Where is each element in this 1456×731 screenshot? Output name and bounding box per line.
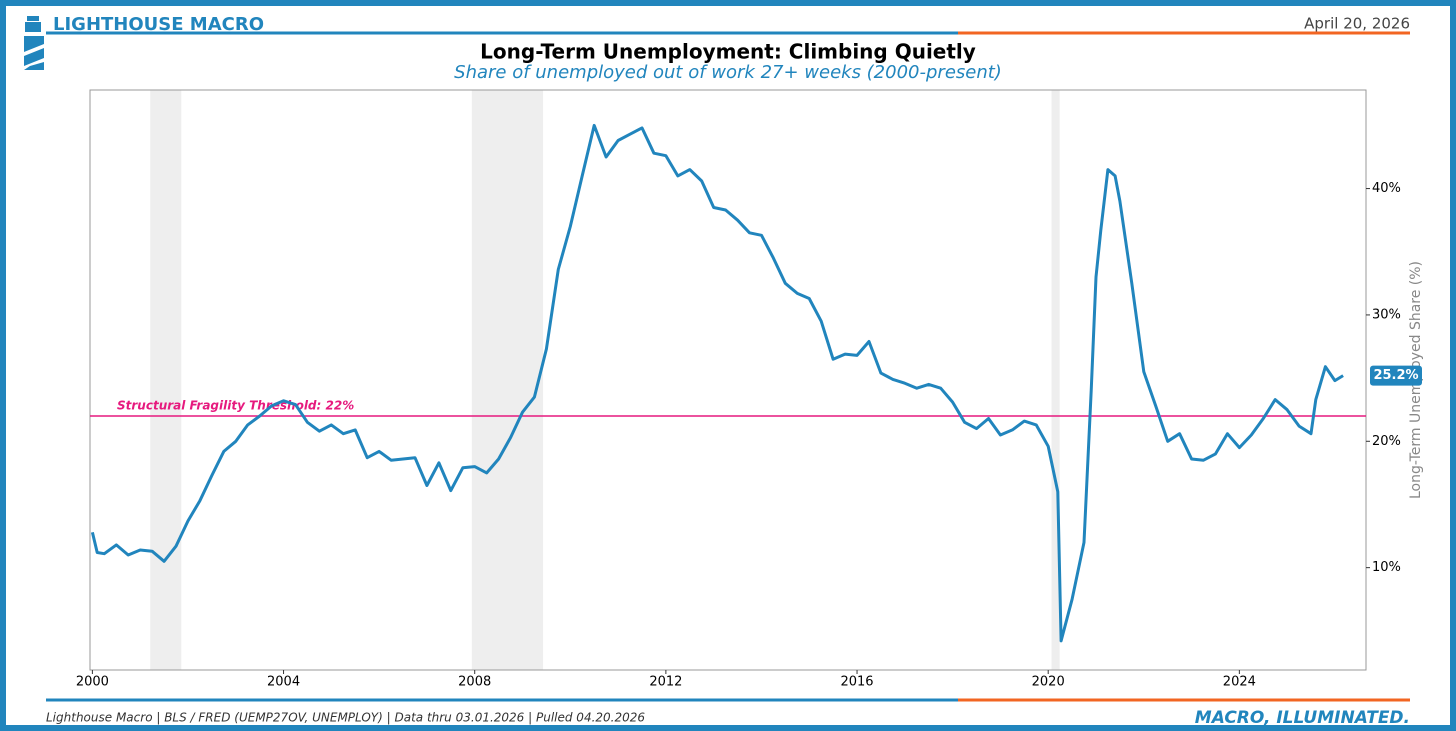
end-badge [1370,365,1422,386]
data-line [90,123,1344,643]
date: April 20, 2026 [1304,15,1410,33]
x-tick-label: 2012 [649,675,682,690]
y-tick-label: 10% [1372,560,1401,575]
x-tick-label: 2024 [1223,675,1256,690]
brand: LIGHTHOUSE MACRO [53,14,264,35]
x-tick-label: 2004 [267,675,300,690]
end-value-label: 25.2% [1373,368,1418,383]
x-tick-label: 2020 [1032,675,1065,690]
y-tick-label: 20% [1372,434,1401,449]
tagline: MACRO, ILLUMINATED. [1195,708,1410,728]
recession-band [150,90,182,670]
chart-title: Long-Term Unemployment: Climbing Quietly [480,40,976,64]
y-tick-label: 40% [1372,181,1401,196]
x-tick-label: 2008 [458,675,491,690]
recession-band [471,90,544,670]
source: Lighthouse Macro | BLS / FRED (UEMP27OV,… [46,711,645,725]
logo [24,16,44,70]
plot-area [89,89,1367,671]
threshold-label: Structural Fragility Threshold: 22% [117,399,354,413]
y-tick-label: 30% [1372,307,1401,322]
x-tick-label: 2016 [840,675,873,690]
x-tick-label: 2000 [76,675,109,690]
chart-subtitle: Share of unemployed out of work 27+ week… [454,62,1002,83]
recession-band [1051,90,1060,670]
